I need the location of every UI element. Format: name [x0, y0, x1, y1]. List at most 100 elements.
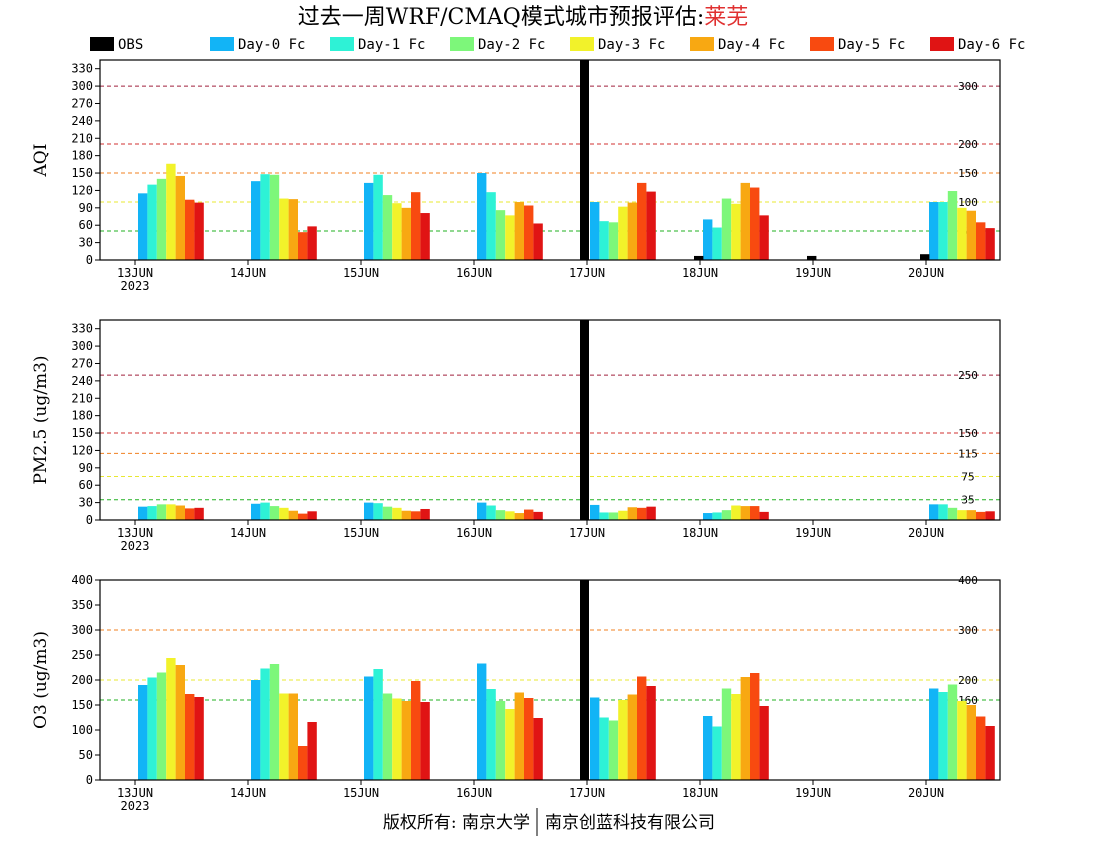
y-tick-label-0: 0 [86, 513, 93, 527]
bar-day-6-fc-17jun [646, 191, 656, 260]
y-tick-label-240: 240 [71, 374, 93, 388]
bar-day-2-fc-13jun [156, 178, 167, 260]
bar-day-3-fc-16jun [505, 215, 515, 260]
ref-label-300: 300 [958, 624, 978, 637]
bar-day-2-fc-17jun [608, 222, 619, 260]
bar-day-4-fc-18jun [740, 506, 750, 520]
bar-day-1-fc-13jun [147, 184, 157, 260]
bar-day-3-fc-14jun [279, 693, 289, 780]
bar-day-5-fc-16jun [524, 509, 534, 520]
bar-obs-18jun [694, 255, 704, 260]
ref-label-115: 115 [958, 447, 978, 460]
legend-label-day-2-fc: Day-2 Fc [478, 37, 545, 53]
bar-day-3-fc-20jun [957, 207, 967, 260]
obs-spike-17jun [580, 320, 589, 520]
y-tick-label-120: 120 [71, 443, 93, 457]
bar-day-2-fc-14jun [269, 174, 280, 260]
bar-day-5-fc-13jun [185, 508, 195, 520]
bar-day-1-fc-15jun [373, 503, 383, 520]
legend: OBS Day-0 Fc Day-1 Fc Day-2 Fc Day-3 Fc Day-4… [90, 37, 1025, 53]
bar-day-5-fc-16jun [524, 205, 534, 260]
bar-day-1-fc-17jun [599, 512, 609, 520]
bar-day-3-fc-13jun [166, 658, 176, 780]
bar-day-4-fc-20jun [966, 705, 976, 780]
legend-label-day-5-fc: Day-5 Fc [838, 37, 905, 53]
bar-day-1-fc-14jun [260, 174, 270, 260]
bar-day-0-fc-17jun [590, 697, 600, 780]
y-tick-label-250: 250 [71, 648, 93, 662]
bar-day-6-fc-14jun [307, 722, 317, 780]
plot-frame [99, 59, 1001, 261]
x-tick-label-19jun: 19JUN [795, 526, 831, 540]
bar-day-0-fc-15jun [364, 502, 374, 520]
legend-swatch-day-0-fc [210, 37, 234, 51]
x-tick-label-14jun: 14JUN [230, 266, 266, 280]
y-tick-label-300: 300 [71, 79, 93, 93]
x-tick-label-20jun: 20JUN [908, 786, 944, 800]
ref-label-75: 75 [961, 471, 974, 484]
bar-day-1-fc-14jun [260, 502, 270, 520]
bar-day-5-fc-20jun [976, 716, 986, 780]
bar-day-3-fc-14jun [279, 507, 289, 520]
ref-label-200: 200 [958, 138, 978, 151]
bar-day-4-fc-17jun [627, 694, 637, 780]
legend-swatch-day-3-fc [570, 37, 594, 51]
bar-day-5-fc-17jun [637, 676, 647, 780]
bar-day-5-fc-18jun [750, 187, 760, 260]
bar-day-3-fc-16jun [505, 511, 515, 520]
bar-day-1-fc-17jun [599, 221, 609, 260]
x-tick-label-18jun: 18JUN [682, 786, 718, 800]
bar-day-1-fc-14jun [260, 668, 270, 780]
legend-label-obs: OBS [118, 37, 143, 53]
bar-day-3-fc-17jun [618, 510, 628, 520]
ref-label-250: 250 [958, 369, 978, 382]
bar-day-6-fc-15jun [420, 213, 430, 260]
bar-day-6-fc-13jun [194, 697, 204, 780]
y-tick-label-60: 60 [79, 218, 93, 232]
bar-day-3-fc-14jun [279, 198, 289, 260]
legend-label-day-1-fc: Day-1 Fc [358, 37, 425, 53]
bar-day-5-fc-20jun [976, 222, 986, 260]
y-tick-label-120: 120 [71, 183, 93, 197]
legend-label-day-4-fc: Day-4 Fc [718, 37, 785, 53]
x-tick-label-20jun: 20JUN [908, 266, 944, 280]
x-tick-label-17jun: 17JUN [569, 526, 605, 540]
bar-day-0-fc-20jun [929, 688, 939, 780]
x-year-label: 2023 [121, 799, 150, 813]
bar-day-0-fc-14jun [251, 680, 261, 780]
panel-aqi: 3002001501005003060901201501802102402703… [31, 59, 1001, 293]
x-year-label: 2023 [121, 539, 150, 553]
x-tick-label-16jun: 16JUN [456, 526, 492, 540]
x-tick-label-16jun: 16JUN [456, 786, 492, 800]
bar-day-0-fc-16jun [477, 502, 487, 520]
bar-day-0-fc-20jun [929, 504, 939, 520]
bar-day-4-fc-13jun [175, 505, 185, 520]
bar-day-2-fc-14jun [269, 506, 280, 520]
y-tick-label-0: 0 [86, 253, 93, 267]
legend-swatch-day-2-fc [450, 37, 474, 51]
bar-day-4-fc-17jun [627, 507, 637, 520]
bar-day-0-fc-18jun [703, 716, 713, 780]
bar-day-4-fc-17jun [627, 202, 637, 260]
footer-company: 南京创蓝科技有限公司 [545, 813, 715, 833]
bar-day-0-fc-14jun [251, 503, 261, 520]
obs-spike-17jun [580, 580, 589, 780]
bar-day-4-fc-16jun [514, 692, 524, 780]
bar-day-6-fc-20jun [985, 511, 995, 520]
bar-day-1-fc-13jun [147, 506, 157, 520]
bar-day-2-fc-15jun [382, 506, 393, 520]
bar-day-5-fc-15jun [411, 681, 421, 780]
bar-day-5-fc-14jun [298, 746, 308, 780]
bar-day-6-fc-20jun [985, 726, 995, 780]
bar-day-3-fc-15jun [392, 698, 402, 780]
bar-day-2-fc-18jun [721, 688, 732, 780]
y-tick-label-180: 180 [71, 149, 93, 163]
y-tick-label-200: 200 [71, 673, 93, 687]
bar-day-5-fc-13jun [185, 199, 195, 260]
bar-day-2-fc-17jun [608, 512, 619, 520]
y-tick-label-150: 150 [71, 698, 93, 712]
bar-day-0-fc-13jun [138, 685, 148, 780]
obs-spike-17jun [580, 60, 589, 260]
bar-day-2-fc-16jun [495, 210, 506, 260]
bar-day-4-fc-15jun [401, 701, 411, 780]
